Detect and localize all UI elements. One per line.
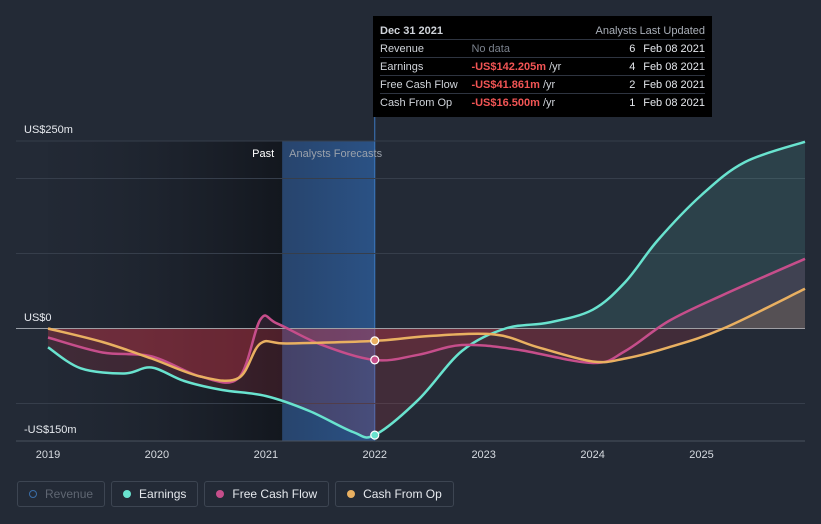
y-tick-label: -US$150m	[24, 424, 77, 436]
tooltip-analysts: 1	[629, 96, 636, 109]
free-cash-flow-area-positive	[48, 258, 805, 329]
forecast-label: Analysts Forecasts	[289, 148, 382, 160]
chart-legend: Revenue Earnings Free Cash Flow Cash Fro…	[17, 481, 454, 509]
tooltip-col-analysts: Analysts	[595, 24, 638, 37]
legend-label: Earnings	[139, 487, 187, 501]
tooltip-unit: /yr	[549, 60, 562, 73]
tooltip-row-earnings: Earnings -US$142.205m /yr 4 Feb 08 2021	[380, 58, 705, 76]
tooltip-value: -US$142.205m	[471, 60, 547, 73]
tooltip-value: -US$41.861m	[471, 78, 540, 91]
tooltip-analysts: 6	[629, 42, 636, 55]
x-tick-label: 2025	[689, 449, 713, 461]
tooltip-label: Revenue	[380, 42, 425, 55]
past-region	[48, 141, 283, 441]
tooltip-date: Dec 31 2021	[380, 24, 443, 37]
tooltip-updated: Feb 08 2021	[643, 60, 705, 73]
x-tick-label: 2023	[471, 449, 495, 461]
chart-area: Past Analysts Forecasts US$250m US$0 -US$15…	[16, 18, 806, 461]
earnings-marker	[370, 430, 380, 440]
free-cash-flow-dot-icon	[216, 490, 225, 498]
x-tick-label: 2022	[363, 449, 387, 461]
cash-from-op-line	[47, 287, 806, 383]
revenue-dot-icon	[29, 490, 37, 498]
earnings-area-negative	[48, 329, 505, 438]
tooltip-analysts: 2	[629, 78, 636, 91]
x-tick-label: 2021	[254, 449, 278, 461]
legend-label: Free Cash Flow	[232, 487, 318, 501]
tooltip-updated: Feb 08 2021	[643, 42, 705, 55]
free-cash-flow-marker	[370, 355, 380, 365]
cash-from-op-dot-icon	[347, 490, 356, 498]
tooltip-analysts: 4	[629, 60, 636, 73]
earnings-line	[47, 140, 806, 439]
data-tooltip: Dec 31 2021 Analysts Last Updated Revenu…	[373, 16, 712, 117]
y-tick-label: US$0	[24, 312, 52, 324]
tooltip-unit: /yr	[543, 96, 556, 109]
x-tick-label: 2024	[580, 449, 604, 461]
y-tick-label: US$250m	[24, 124, 73, 136]
tooltip-value: No data	[471, 42, 510, 55]
tooltip-row-revenue: Revenue No data 6 Feb 08 2021	[380, 40, 705, 58]
legend-item-cash-from-op[interactable]: Cash From Op	[335, 481, 454, 507]
tooltip-updated: Feb 08 2021	[643, 78, 705, 91]
earnings-dot-icon	[123, 490, 132, 498]
tooltip-col-updated: Last Updated	[639, 24, 705, 37]
tooltip-label: Earnings	[380, 60, 424, 73]
x-tick-label: 2019	[36, 449, 60, 461]
free-cash-flow-area-negative	[48, 329, 657, 383]
tooltip-value: -US$16.500m	[471, 96, 540, 109]
legend-item-earnings[interactable]: Earnings	[111, 481, 199, 507]
forecast-band	[282, 141, 375, 441]
x-tick-label: 2020	[145, 449, 169, 461]
tooltip-updated: Feb 08 2021	[643, 96, 705, 109]
earnings-area-positive	[48, 141, 805, 329]
legend-item-revenue[interactable]: Revenue	[17, 481, 106, 507]
tooltip-header: Dec 31 2021 Analysts Last Updated	[380, 22, 705, 40]
tooltip-unit: /yr	[543, 78, 556, 91]
cash-from-op-marker	[370, 336, 380, 346]
legend-label: Cash From Op	[363, 487, 442, 501]
tooltip-label: Cash From Op	[380, 96, 453, 109]
legend-label: Revenue	[45, 487, 94, 501]
cash-from-op-area-negative	[50, 329, 723, 381]
tooltip-label: Free Cash Flow	[380, 78, 458, 91]
past-label: Past	[252, 148, 274, 160]
legend-item-free-cash-flow[interactable]: Free Cash Flow	[204, 481, 330, 507]
tooltip-row-cash-from-op: Cash From Op -US$16.500m /yr 1 Feb 08 20…	[380, 94, 705, 111]
tooltip-row-free-cash-flow: Free Cash Flow -US$41.861m /yr 2 Feb 08 …	[380, 76, 705, 94]
